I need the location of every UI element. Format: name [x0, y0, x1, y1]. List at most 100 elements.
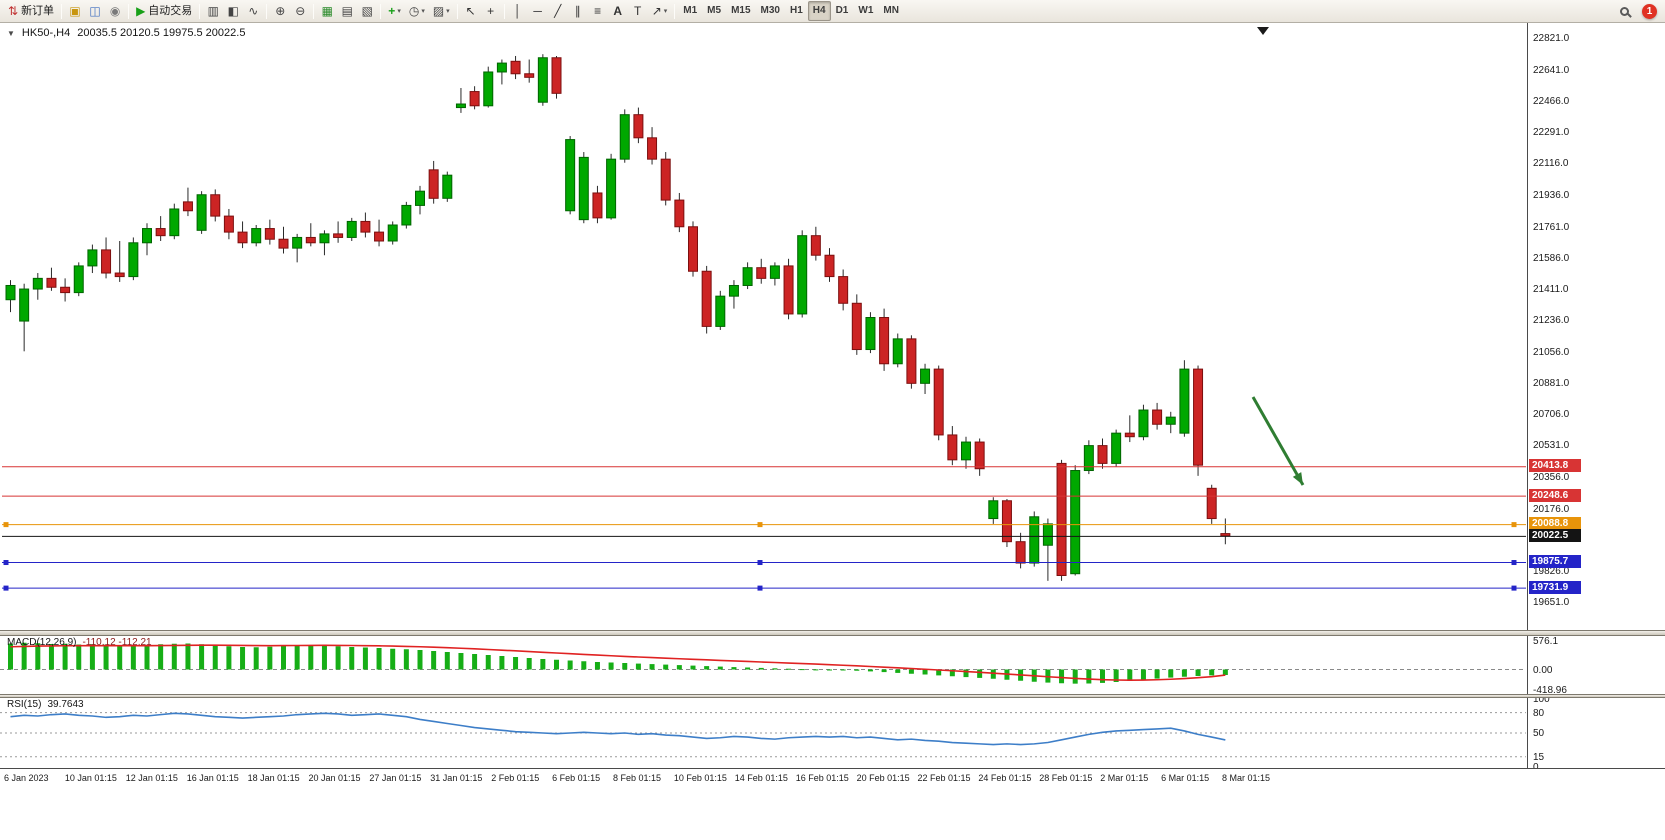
- price-tick-label: 22116.0: [1533, 158, 1569, 170]
- time-axis[interactable]: 6 Jan 2023 10 Jan 01:15 12 Jan 01:15 16 Jan…: [0, 768, 1665, 792]
- price-tick-label: 21761.0: [1533, 221, 1570, 233]
- periods-button[interactable]: ◷ ▾: [405, 1, 429, 21]
- annotation-arrow[interactable]: [1251, 396, 1305, 486]
- pane-separator[interactable]: [0, 630, 1665, 636]
- candle: [510, 60, 521, 75]
- candle: [1097, 445, 1108, 464]
- line-handle[interactable]: [3, 560, 9, 566]
- templates-button[interactable]: ▨ ▾: [429, 1, 454, 21]
- bar-chart-button[interactable]: ▥: [203, 1, 223, 21]
- line-chart-button[interactable]: ∿: [243, 1, 263, 21]
- timeframe-M30-button[interactable]: M30: [760, 5, 780, 16]
- zoom-in-button[interactable]: ⊕: [270, 1, 290, 21]
- candle: [496, 62, 507, 73]
- timeframe-H1-button[interactable]: H1: [789, 5, 803, 16]
- line-handle[interactable]: [3, 522, 9, 528]
- candle: [1152, 409, 1163, 425]
- trendline-button[interactable]: ╱: [548, 1, 568, 21]
- candle: [524, 73, 535, 78]
- line-handle[interactable]: [1511, 560, 1517, 566]
- bar-chart-icon: ▥: [207, 4, 219, 18]
- candle: [537, 57, 548, 103]
- line-handle[interactable]: [1511, 585, 1517, 591]
- macd-bar: [1140, 669, 1146, 680]
- bar-marker: [1257, 27, 1269, 35]
- candlestick-chart-button[interactable]: ◧: [223, 1, 243, 21]
- channel-button[interactable]: ∥: [568, 1, 588, 21]
- rsi-scale-label: 15: [1533, 751, 1545, 763]
- shapes-button[interactable]: ↗ ▾: [648, 1, 672, 21]
- macd-bar: [158, 644, 164, 670]
- search-button[interactable]: [1614, 1, 1634, 21]
- price-tick-label: 22291.0: [1533, 127, 1570, 139]
- rsi-line: [10, 712, 1226, 746]
- timeframe-W1-button[interactable]: W1: [858, 5, 874, 16]
- candle: [223, 215, 234, 233]
- macd-bar: [990, 669, 996, 679]
- candlestick-chart[interactable]: [0, 23, 1528, 631]
- toolbar-separator: [199, 3, 201, 19]
- price-tag-current-price[interactable]: 20022.5: [1529, 528, 1581, 542]
- price-tag-pivot[interactable]: 20088.8: [1529, 517, 1581, 531]
- macd-bar: [1154, 669, 1160, 679]
- candle: [1206, 487, 1217, 520]
- crosshair-button[interactable]: +: [481, 1, 501, 21]
- market-watch-button[interactable]: ◫: [85, 1, 105, 21]
- macd-bar: [813, 669, 819, 671]
- line-handle[interactable]: [757, 560, 763, 566]
- navigator-button[interactable]: ◉: [105, 1, 125, 21]
- macd-bar: [294, 645, 300, 670]
- toolbar-separator: [456, 3, 458, 19]
- candle: [988, 500, 999, 520]
- price-tag-resistance[interactable]: 20248.6: [1529, 488, 1581, 502]
- rsi-pane[interactable]: [0, 698, 1528, 768]
- cascade-windows-button[interactable]: ▧: [357, 1, 377, 21]
- macd-bar: [867, 669, 873, 672]
- price-axis[interactable]: 22821.0 22641.0 22466.0 22291.0 22116.0 21936…: [1527, 23, 1665, 773]
- zoom-in-icon: ⊕: [275, 4, 286, 18]
- line-handle[interactable]: [757, 522, 763, 528]
- label-button[interactable]: T: [628, 1, 648, 21]
- notification-badge[interactable]: 1: [1642, 3, 1657, 19]
- timeframe-MN-button[interactable]: MN: [883, 5, 899, 16]
- line-handle[interactable]: [3, 585, 9, 591]
- timeframe-M1-button[interactable]: M1: [683, 5, 698, 16]
- candle: [728, 284, 739, 297]
- time-tick-label: 8 Mar 01:15: [1222, 773, 1271, 783]
- timeframe-M15-button[interactable]: M15: [731, 5, 751, 16]
- fibonacci-button[interactable]: ≡: [588, 1, 608, 21]
- arrange-windows-button[interactable]: ▤: [337, 1, 357, 21]
- zoom-out-icon: ⊖: [295, 4, 306, 18]
- crosshair-icon: +: [487, 4, 495, 18]
- tile-windows-button[interactable]: ▦: [317, 1, 337, 21]
- timeframe-D1-button[interactable]: D1: [835, 5, 849, 16]
- macd-bar: [499, 656, 505, 670]
- new-order-button[interactable]: ⇅ 新订单: [4, 1, 58, 21]
- macd-pane[interactable]: [0, 636, 1528, 694]
- timeframe-H4-button[interactable]: H4: [807, 1, 831, 21]
- line-handle[interactable]: [757, 585, 763, 591]
- macd-bar: [963, 669, 969, 678]
- zoom-out-button[interactable]: ⊖: [290, 1, 310, 21]
- timeframe-M5-button[interactable]: M5: [707, 5, 722, 16]
- price-tag-support[interactable]: 19731.9: [1529, 580, 1581, 594]
- chart-title: ▼ HK50-,H4 20035.5 20120.5 19975.5 20022…: [7, 27, 245, 39]
- text-button[interactable]: A: [608, 1, 628, 21]
- macd-bar: [485, 655, 491, 670]
- price-tag-support[interactable]: 19875.7: [1529, 555, 1581, 569]
- auto-trading-button[interactable]: ▶ 自动交易: [132, 1, 196, 21]
- candle: [619, 114, 630, 160]
- horizontal-line-button[interactable]: ─: [528, 1, 548, 21]
- price-tag-resistance[interactable]: 20413.8: [1529, 459, 1581, 473]
- indicators-button[interactable]: + ▾: [384, 1, 405, 21]
- quick-trade-toggle-icon[interactable]: ▼: [7, 28, 15, 38]
- candle: [46, 277, 57, 288]
- pane-separator[interactable]: [0, 694, 1665, 698]
- cursor-button[interactable]: ↖: [461, 1, 481, 21]
- vertical-line-button[interactable]: │: [508, 1, 528, 21]
- metaeditor-button[interactable]: ▣: [65, 1, 85, 21]
- candle: [155, 228, 166, 237]
- candle: [87, 249, 98, 267]
- line-handle[interactable]: [1511, 522, 1517, 528]
- macd-bar: [1100, 669, 1105, 683]
